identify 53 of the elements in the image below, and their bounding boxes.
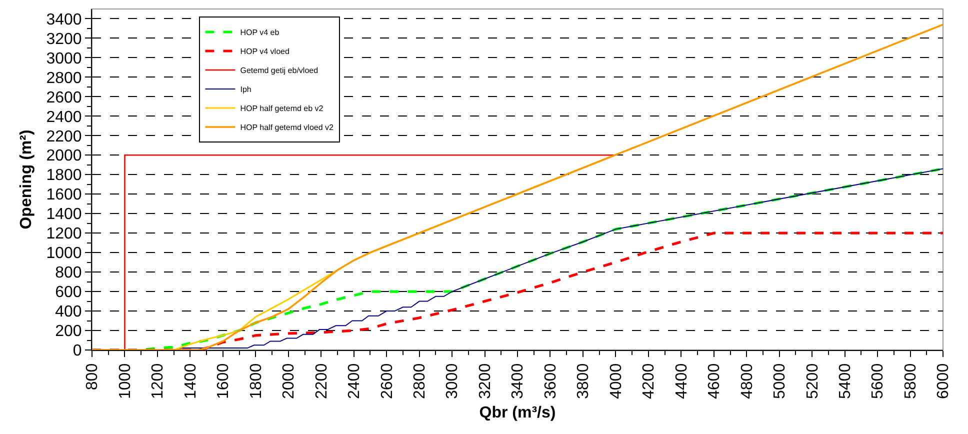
y-tick-label: 1800 — [46, 167, 82, 184]
y-tick-label: 1400 — [46, 206, 82, 224]
y-tick-label: 2000 — [46, 148, 82, 165]
x-tick-label: 2600 — [378, 363, 396, 399]
x-tick-label: 1200 — [150, 363, 167, 399]
legend-label: HOP half getemd vloed v2 — [240, 123, 334, 132]
x-tick-label: 1000 — [116, 363, 134, 399]
x-tick-label: 3200 — [476, 363, 494, 399]
y-tick-label: 1600 — [46, 186, 82, 204]
x-tick-label: 3400 — [510, 363, 527, 399]
x-tick-label: 2400 — [346, 363, 364, 399]
x-tick-label: 800 — [84, 363, 102, 390]
x-tick-label: 6000 — [935, 363, 952, 399]
x-tick-label: 1600 — [215, 363, 232, 399]
y-tick-label: 800 — [55, 264, 82, 282]
x-tick-label: 4600 — [706, 363, 724, 399]
x-tick-label: 4200 — [640, 363, 658, 399]
x-tick-label: 3600 — [542, 363, 560, 399]
y-tick-label: 2600 — [46, 89, 82, 106]
y-tick-label: 400 — [55, 304, 82, 321]
y-tick-label: 3400 — [46, 11, 82, 28]
y-tick-label: 2200 — [46, 128, 82, 146]
x-tick-label: 1400 — [182, 363, 200, 399]
y-tick-label: 3000 — [46, 50, 82, 68]
x-axis-title: Qbr (m³/s) — [479, 404, 556, 422]
x-tick-label: 2200 — [313, 363, 330, 399]
x-tick-label: 3000 — [444, 363, 462, 399]
legend-label: HOP half getemd eb v2 — [240, 104, 324, 114]
legend-label: HOP v4 eb — [240, 28, 280, 38]
y-tick-label: 2400 — [46, 108, 82, 126]
legend-label: Iph — [240, 85, 252, 94]
y-tick-label: 1000 — [46, 245, 82, 262]
legend-label: Getemd getij eb/vloed — [240, 66, 318, 76]
x-tick-label: 3800 — [575, 363, 592, 399]
legend-label: HOP v4 vloed — [240, 47, 290, 56]
x-tick-label: 4400 — [673, 363, 690, 399]
x-tick-label: 5600 — [870, 363, 887, 399]
x-tick-label: 5400 — [837, 363, 854, 399]
x-tick-label: 1800 — [248, 363, 265, 399]
y-tick-label: 2800 — [46, 70, 82, 87]
x-tick-label: 2800 — [412, 363, 429, 399]
y-tick-label: 1200 — [46, 226, 82, 243]
y-tick-label: 0 — [72, 342, 82, 360]
y-axis-title: Opening (m²) — [18, 130, 36, 230]
x-tick-label: 4800 — [738, 363, 756, 399]
y-tick-label: 600 — [55, 284, 82, 302]
y-tick-label: 3200 — [46, 30, 82, 48]
x-tick-label: 5200 — [804, 363, 822, 399]
y-tick-label: 200 — [55, 323, 82, 340]
x-tick-label: 5000 — [772, 363, 789, 399]
x-tick-label: 4000 — [608, 363, 625, 399]
x-tick-label: 5800 — [902, 363, 920, 399]
x-tick-label: 2000 — [280, 363, 298, 399]
